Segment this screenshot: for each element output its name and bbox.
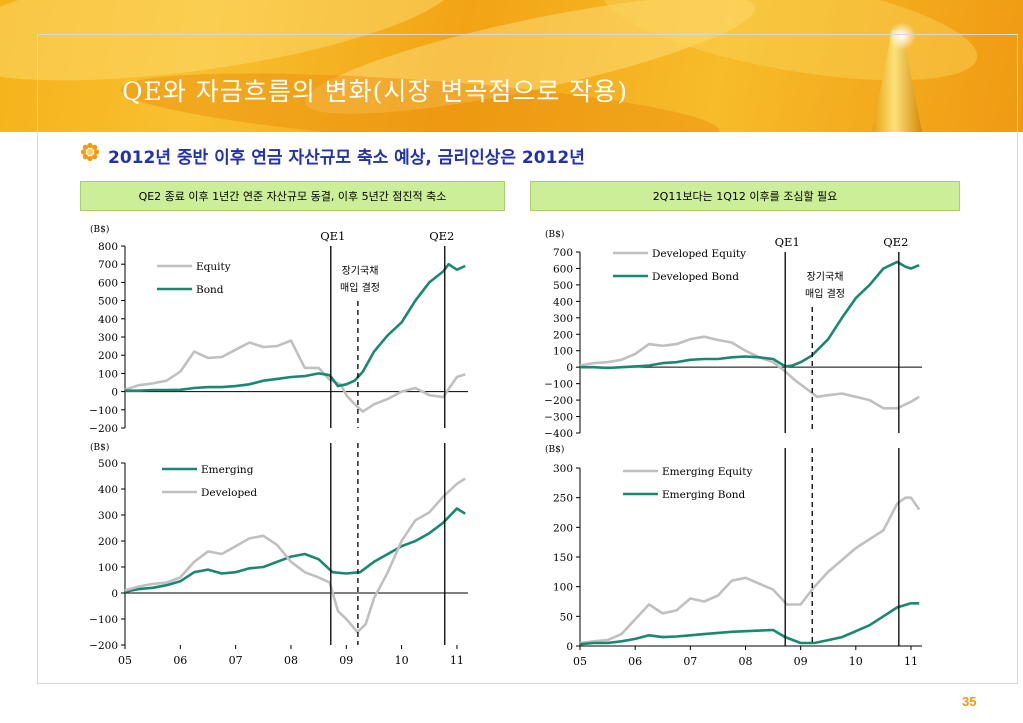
x-tick-label-br: 11 — [904, 655, 918, 668]
legend-label-br: Emerging Bond — [662, 489, 746, 501]
y-tick-label-bl: 500 — [98, 458, 118, 470]
y-tick-label-tr: 100 — [553, 346, 573, 358]
y-tick-label-tr: −100 — [544, 379, 573, 391]
legend-label-tr: Developed Equity — [652, 248, 746, 260]
right-panel-header: 2Q11보다는 1Q12 이후를 조심할 필요 — [530, 181, 960, 211]
y-tick-label-bl: 300 — [98, 510, 118, 522]
left-panel-header: QE2 종료 이후 1년간 연준 자산규모 동결, 이후 5년간 점진적 축소 — [80, 181, 505, 211]
event-label-qe2: QE2 — [429, 229, 454, 243]
x-tick-label-bl: 05 — [118, 654, 132, 667]
series-line-emerging — [124, 507, 466, 593]
y-tick-label-bl: 400 — [98, 484, 118, 496]
y-tick-label-tl: 400 — [98, 314, 118, 326]
y-tick-label-tr: 600 — [553, 263, 573, 275]
chart-tr — [576, 251, 922, 434]
unit-label-tl: (B$) — [90, 224, 109, 235]
x-tick-label-br: 09 — [794, 655, 808, 668]
unit-label-bl: (B$) — [90, 442, 109, 453]
event-label-qe1: QE1 — [775, 235, 800, 249]
y-tick-label-tl: 500 — [98, 296, 118, 308]
y-tick-label-tr: 200 — [553, 329, 573, 341]
y-tick-label-tr: 700 — [553, 247, 573, 259]
event-label-qe1: QE1 — [320, 229, 345, 243]
chart-tl — [121, 245, 468, 429]
y-tick-label-tr: −200 — [544, 395, 573, 407]
unit-label-br: (B$) — [545, 444, 564, 455]
legend-label-tl: Bond — [196, 284, 224, 296]
chart-bl — [121, 443, 468, 649]
header-banner — [0, 0, 1023, 132]
y-tick-label-tl: 200 — [98, 350, 118, 362]
y-tick-label-tl: 600 — [98, 277, 118, 289]
unit-label-tr: (B$) — [545, 229, 564, 240]
headline: 2012년 중반 이후 연금 자산규모 축소 예상, 금리인상은 2012년 — [108, 148, 585, 168]
y-tick-label-tr: 300 — [553, 313, 573, 325]
series-line-developed-equity — [579, 335, 920, 410]
x-tick-label-br: 08 — [738, 655, 752, 668]
y-tick-label-tl: −200 — [89, 423, 118, 435]
y-tick-label-tl: 800 — [98, 241, 118, 253]
x-tick-label-bl: 09 — [339, 654, 353, 667]
y-tick-label-tl: 300 — [98, 332, 118, 344]
y-tick-label-br: 200 — [553, 522, 573, 534]
annotation-label-tr: 매입 결정 — [805, 287, 845, 300]
legend-label-tl: Equity — [196, 261, 231, 273]
x-tick-label-br: 05 — [573, 655, 587, 668]
y-tick-label-bl: 0 — [111, 588, 118, 600]
x-tick-label-br: 06 — [628, 655, 642, 668]
annotation-label-tl: 장기국채 — [342, 265, 379, 277]
x-tick-label-bl: 08 — [284, 654, 298, 667]
y-tick-label-tr: 500 — [553, 280, 573, 292]
y-tick-label-tl: 0 — [111, 387, 118, 399]
y-tick-label-bl: −200 — [89, 640, 118, 652]
sparkle-icon — [888, 22, 916, 50]
chart-br — [576, 448, 922, 650]
y-tick-label-br: 50 — [560, 611, 573, 623]
y-tick-label-br: 0 — [566, 641, 573, 653]
legend-label-bl: Developed — [201, 487, 257, 499]
y-tick-label-bl: 200 — [98, 536, 118, 548]
x-tick-label-br: 10 — [849, 655, 863, 668]
series-line-bond — [125, 262, 466, 393]
flower-bullet-icon — [80, 142, 100, 162]
y-tick-label-br: 300 — [553, 463, 573, 475]
y-tick-label-br: 150 — [553, 552, 573, 564]
legend-label-br: Emerging Equity — [662, 466, 752, 478]
annotation-label-tl: 매입 결정 — [340, 281, 380, 294]
x-tick-label-bl: 06 — [173, 654, 187, 667]
series-line-equity — [124, 339, 466, 413]
y-tick-label-tr: −300 — [544, 412, 573, 424]
series-line-emerging-bond — [579, 601, 920, 646]
y-tick-label-tl: 100 — [98, 368, 118, 380]
y-tick-label-tr: 0 — [566, 362, 573, 374]
x-tick-label-bl: 07 — [229, 654, 243, 667]
legend-label-bl: Emerging — [201, 464, 254, 476]
page-title: QE와 자금흐름의 변화(시장 변곡점으로 작용) — [122, 77, 629, 106]
y-tick-label-tr: 400 — [553, 296, 573, 308]
y-tick-label-bl: 100 — [98, 562, 118, 574]
y-tick-label-br: 250 — [553, 493, 573, 505]
x-tick-label-bl: 11 — [450, 654, 464, 667]
series-line-emerging-equity — [579, 496, 921, 645]
y-tick-label-bl: −100 — [89, 614, 118, 626]
y-tick-label-tl: 700 — [98, 259, 118, 271]
page-number: 35 — [962, 694, 977, 709]
annotation-label-tr: 장기국채 — [807, 271, 844, 283]
event-label-qe2: QE2 — [883, 235, 908, 249]
y-tick-label-tl: −100 — [89, 405, 118, 417]
y-tick-label-br: 100 — [553, 582, 573, 594]
series-line-developed — [124, 477, 466, 634]
y-tick-label-tr: −400 — [544, 428, 573, 440]
legend-label-tr: Developed Bond — [652, 271, 739, 283]
x-tick-label-bl: 10 — [395, 654, 409, 667]
series-line-developed-bond — [580, 260, 920, 370]
x-tick-label-br: 07 — [683, 655, 697, 668]
